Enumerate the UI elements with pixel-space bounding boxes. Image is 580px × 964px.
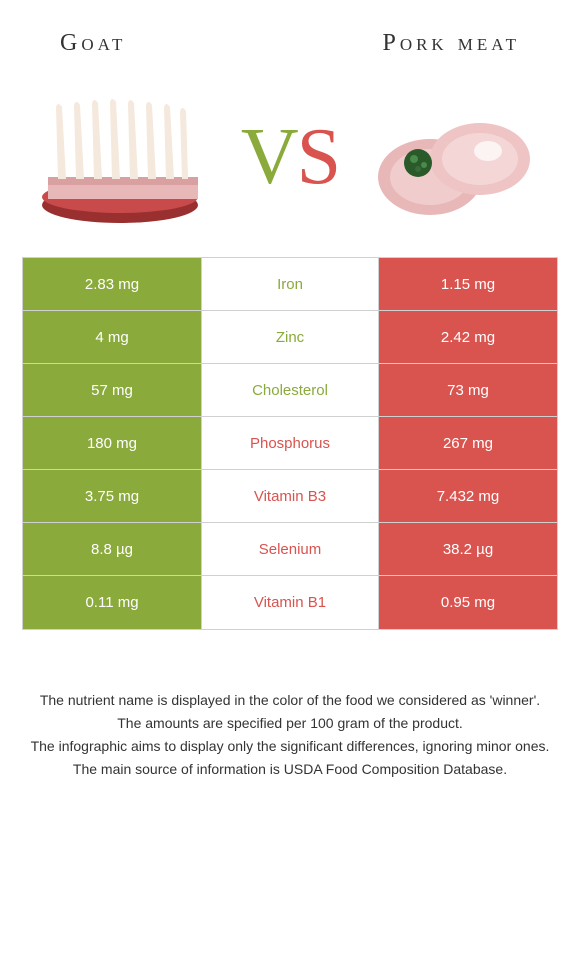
left-value: 0.11 mg (23, 576, 201, 629)
footer-notes: The nutrient name is displayed in the co… (0, 630, 580, 802)
left-value: 57 mg (23, 364, 201, 416)
nutrient-name: Phosphorus (201, 417, 379, 469)
right-food-title: Pork meat (382, 30, 520, 57)
nutrient-name: Selenium (201, 523, 379, 575)
nutrient-table: 2.83 mgIron1.15 mg4 mgZinc2.42 mg57 mgCh… (22, 257, 558, 630)
nutrient-name: Cholesterol (201, 364, 379, 416)
header: Goat Pork meat (0, 0, 580, 77)
table-row: 180 mgPhosphorus267 mg (23, 417, 557, 470)
table-row: 2.83 mgIron1.15 mg (23, 258, 557, 311)
footer-line-4: The main source of information is USDA F… (30, 759, 550, 780)
right-value: 7.432 mg (379, 470, 557, 522)
nutrient-name: Zinc (201, 311, 379, 363)
table-row: 8.8 µgSelenium38.2 µg (23, 523, 557, 576)
right-value: 38.2 µg (379, 523, 557, 575)
left-value: 180 mg (23, 417, 201, 469)
left-value: 8.8 µg (23, 523, 201, 575)
goat-image (30, 87, 210, 227)
nutrient-name: Vitamin B1 (201, 576, 379, 629)
right-value: 73 mg (379, 364, 557, 416)
table-row: 4 mgZinc2.42 mg (23, 311, 557, 364)
footer-line-3: The infographic aims to display only the… (30, 736, 550, 757)
right-value: 2.42 mg (379, 311, 557, 363)
nutrient-name: Vitamin B3 (201, 470, 379, 522)
vs-s: S (297, 113, 340, 201)
images-row: VS (0, 77, 580, 257)
right-value: 267 mg (379, 417, 557, 469)
nutrient-name: Iron (201, 258, 379, 310)
left-value: 3.75 mg (23, 470, 201, 522)
right-value: 1.15 mg (379, 258, 557, 310)
table-row: 57 mgCholesterol73 mg (23, 364, 557, 417)
footer-line-2: The amounts are specified per 100 gram o… (30, 713, 550, 734)
left-food-title: Goat (60, 30, 126, 57)
vs-label: VS (241, 112, 339, 203)
table-row: 0.11 mgVitamin B10.95 mg (23, 576, 557, 629)
left-value: 4 mg (23, 311, 201, 363)
pork-image (370, 87, 550, 227)
left-value: 2.83 mg (23, 258, 201, 310)
right-value: 0.95 mg (379, 576, 557, 629)
footer-line-1: The nutrient name is displayed in the co… (30, 690, 550, 711)
vs-v: V (241, 113, 297, 201)
table-row: 3.75 mgVitamin B37.432 mg (23, 470, 557, 523)
